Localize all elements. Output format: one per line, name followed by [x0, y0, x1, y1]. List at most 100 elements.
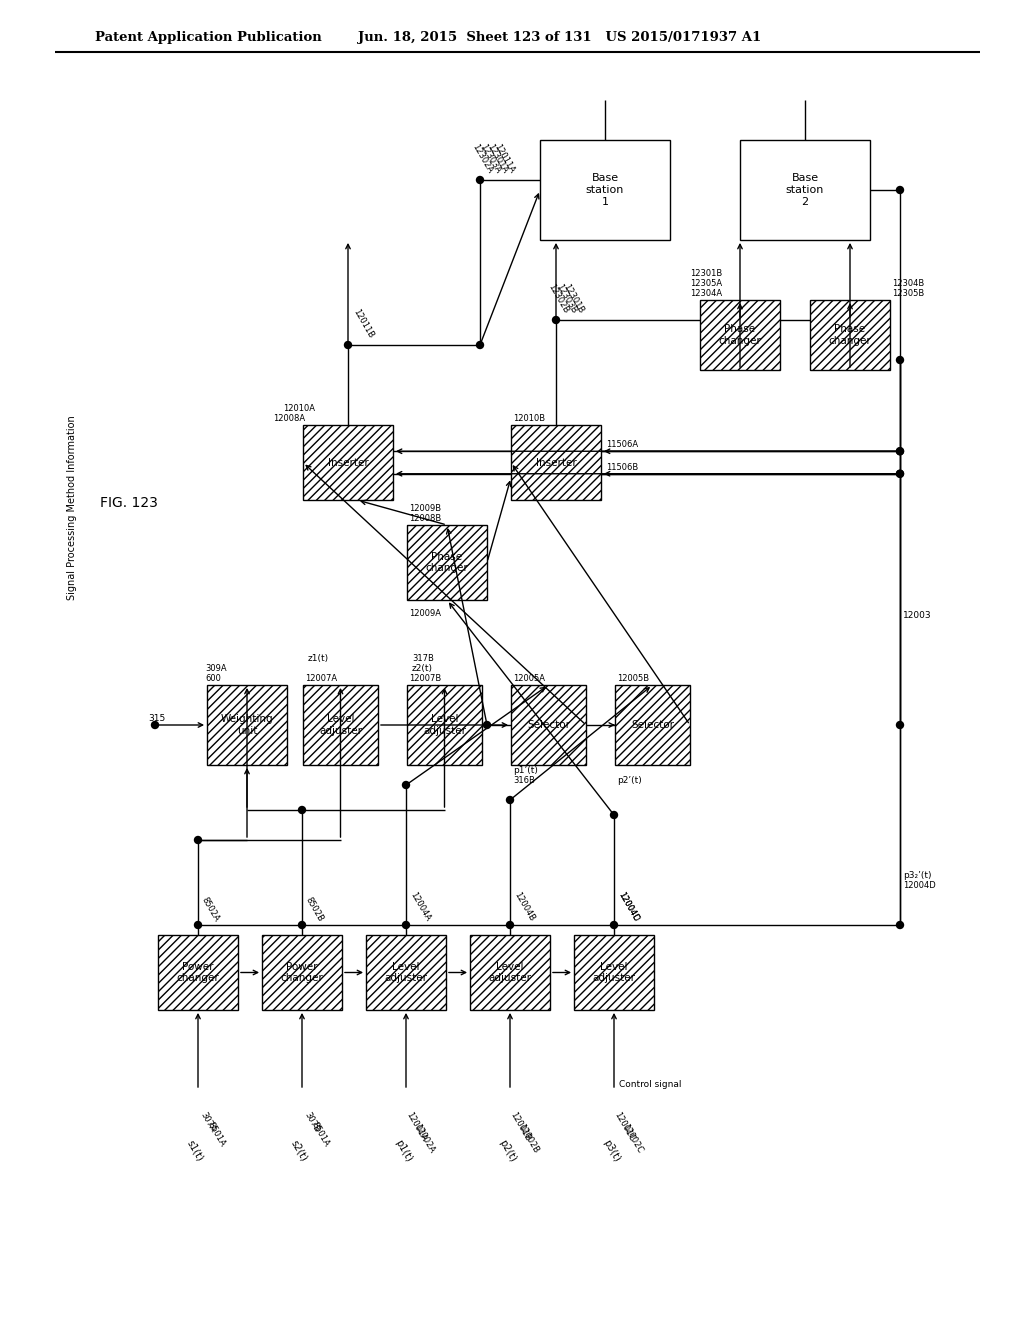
Bar [303, 685, 378, 766]
Bar [470, 935, 550, 1010]
Text: 12301B: 12301B [561, 282, 585, 315]
Text: Level
adjuster: Level adjuster [319, 714, 362, 735]
Bar [511, 685, 586, 766]
Text: 12002A: 12002A [412, 1122, 436, 1154]
Circle shape [610, 812, 617, 818]
Bar [700, 300, 780, 370]
Text: 12007B: 12007B [409, 675, 441, 682]
Text: 11506A: 11506A [606, 441, 638, 449]
Text: p2’(t): p2’(t) [617, 776, 642, 785]
Text: 12002B: 12002B [516, 1122, 540, 1154]
Text: Inserter: Inserter [536, 458, 577, 467]
Text: Power
changer: Power changer [281, 962, 324, 983]
Text: p1(t): p1(t) [392, 1138, 414, 1164]
Bar [158, 935, 238, 1010]
Text: Selector: Selector [631, 719, 674, 730]
Text: 12010B: 12010B [513, 414, 545, 422]
Text: 12005A: 12005A [513, 675, 545, 682]
Text: 12303B: 12303B [554, 282, 578, 315]
Text: 315: 315 [148, 714, 165, 723]
Circle shape [896, 921, 903, 928]
Bar [262, 935, 342, 1010]
Text: 12304B: 12304B [892, 279, 925, 288]
Text: 12008B: 12008B [409, 513, 441, 523]
Bar [511, 425, 601, 500]
Text: s2(t): s2(t) [289, 1138, 309, 1163]
Text: Base
station
2: Base station 2 [785, 173, 824, 207]
Circle shape [896, 470, 903, 478]
Bar [511, 425, 601, 500]
Circle shape [299, 921, 305, 928]
Circle shape [299, 807, 305, 813]
Text: 309A: 309A [205, 664, 226, 673]
Bar [407, 525, 487, 601]
Text: 12001C: 12001C [612, 1110, 636, 1142]
Text: 307B: 307B [303, 1110, 322, 1134]
Text: 11506B: 11506B [606, 463, 638, 471]
Circle shape [195, 921, 202, 928]
Text: p2(t): p2(t) [497, 1138, 517, 1164]
Text: 12301A: 12301A [485, 143, 509, 176]
Text: 12004A: 12004A [408, 891, 432, 923]
Text: Phase
changer: Phase changer [426, 552, 468, 573]
Circle shape [610, 921, 617, 928]
Bar [407, 685, 482, 766]
Text: 12010A: 12010A [283, 404, 315, 413]
Text: Level
adjuster: Level adjuster [488, 962, 531, 983]
Text: Level
adjuster: Level adjuster [384, 962, 427, 983]
Bar [262, 935, 342, 1010]
Text: 12302A: 12302A [470, 143, 494, 176]
Bar [615, 685, 690, 766]
Text: 8501A: 8501A [309, 1119, 331, 1148]
Text: 316B: 316B [513, 776, 535, 785]
Bar [303, 685, 378, 766]
Text: Level
adjuster: Level adjuster [423, 714, 466, 735]
Text: 307A: 307A [199, 1110, 217, 1134]
Bar [615, 685, 690, 766]
Bar [810, 300, 890, 370]
Text: 12304A: 12304A [690, 289, 722, 298]
Text: 12009A: 12009A [409, 609, 441, 618]
Circle shape [344, 342, 351, 348]
Text: 12305A: 12305A [690, 279, 722, 288]
Text: 12002C: 12002C [621, 1122, 644, 1154]
Text: Power
changer: Power changer [176, 962, 219, 983]
Text: 8501A: 8501A [206, 1119, 226, 1148]
Circle shape [507, 921, 513, 928]
Text: 317B: 317B [412, 653, 434, 663]
Text: 8502A: 8502A [200, 895, 221, 923]
Text: Phase
changer: Phase changer [719, 325, 762, 346]
Text: Level
adjuster: Level adjuster [593, 962, 636, 983]
Text: Selector: Selector [527, 719, 570, 730]
Bar [207, 685, 287, 766]
Text: Phase
changer: Phase changer [828, 325, 871, 346]
Bar [810, 300, 890, 370]
Bar [407, 525, 487, 601]
Circle shape [553, 317, 559, 323]
Circle shape [476, 177, 483, 183]
Text: 12301B: 12301B [690, 269, 722, 279]
Text: Signal Processing Method Information: Signal Processing Method Information [67, 416, 77, 601]
Text: 12001B: 12001B [508, 1110, 531, 1142]
Text: Weighting
unit: Weighting unit [221, 714, 273, 735]
Bar [700, 300, 780, 370]
Text: 12005B: 12005B [617, 675, 649, 682]
Circle shape [896, 470, 903, 478]
Circle shape [402, 921, 410, 928]
Text: z1(t): z1(t) [308, 653, 329, 663]
Text: 12305B: 12305B [892, 289, 925, 298]
Bar [366, 935, 446, 1010]
Text: 12009B: 12009B [409, 504, 441, 513]
Bar [207, 685, 287, 766]
Circle shape [402, 781, 410, 788]
Text: 8502B: 8502B [304, 895, 326, 923]
Text: Inserter: Inserter [328, 458, 369, 467]
Bar [470, 935, 550, 1010]
Text: 12003: 12003 [903, 611, 932, 620]
Text: p3₂’(t): p3₂’(t) [903, 871, 932, 880]
Text: 12007A: 12007A [305, 675, 337, 682]
Bar [407, 685, 482, 766]
Circle shape [507, 796, 513, 804]
Text: 12004D: 12004D [616, 890, 640, 923]
Bar [303, 425, 393, 500]
